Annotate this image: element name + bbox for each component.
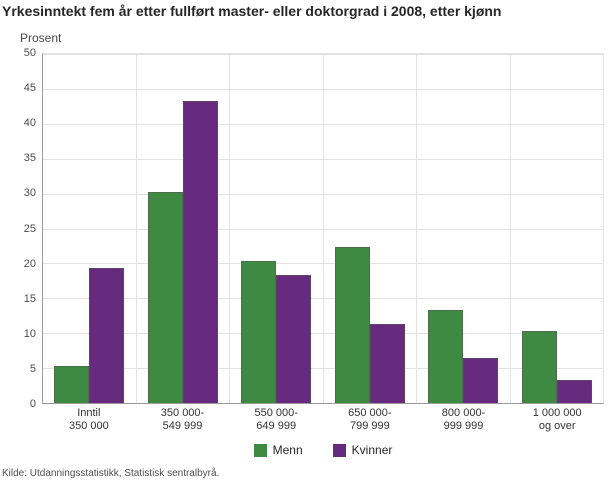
bar-group — [324, 54, 417, 403]
bar-kvinner — [369, 324, 405, 403]
plot-zone: 0 5 10 15 20 25 30 35 40 45 50 — [0, 47, 610, 410]
x-category-label: 550 000- 649 999 — [254, 407, 298, 432]
y-tick-label: 20 — [23, 257, 36, 270]
bar-menn — [334, 247, 370, 403]
bar-menn — [241, 261, 277, 403]
y-tick-label: 10 — [23, 327, 36, 340]
y-tick-label: 0 — [29, 398, 36, 410]
bar-menn — [428, 310, 464, 403]
bar-kvinner — [276, 275, 312, 403]
bar-menn — [54, 366, 90, 403]
y-tick-label: 40 — [23, 117, 36, 130]
x-category-label: 650 000- 799 999 — [348, 407, 392, 432]
bar-kvinner — [463, 358, 499, 403]
bar-menn — [147, 191, 183, 403]
chart-title: Yrkesinntekt fem år etter fullført maste… — [2, 3, 502, 19]
source-note: Kilde: Utdanningsstatistikk, Statistisk … — [2, 468, 220, 479]
legend-label: Menn — [272, 443, 303, 457]
y-tick-label: 45 — [23, 82, 36, 95]
bar-kvinner — [182, 100, 218, 403]
y-tick-label: 25 — [23, 222, 36, 235]
legend-swatch-icon — [332, 443, 346, 457]
bar-group — [230, 54, 324, 403]
y-tick-label: 50 — [23, 47, 36, 59]
y-axis-unit-label: Prosent — [20, 31, 62, 45]
bar-kvinner — [556, 379, 592, 403]
x-category-label: 350 000- 549 999 — [160, 407, 205, 432]
legend-label: Kvinner — [351, 443, 393, 457]
x-category-label: Inntil 350 000 — [68, 407, 109, 432]
bar-groups — [43, 54, 603, 403]
bar-group — [417, 54, 511, 403]
bar-kvinner — [89, 268, 125, 403]
y-tick-label: 30 — [23, 187, 36, 200]
y-tick-label: 15 — [23, 292, 36, 305]
x-category-label: 800 000- 999 999 — [441, 407, 486, 432]
bar-menn — [521, 331, 557, 403]
legend-item-menn: Menn — [253, 443, 303, 457]
x-axis-category-labels: Inntil 350 000 350 000- 549 999 550 000- 649 … — [42, 407, 604, 433]
y-tick-label: 5 — [29, 362, 36, 375]
legend-swatch-icon — [253, 443, 267, 457]
x-category-label: 1 000 000 og over — [532, 407, 582, 432]
plot-area — [42, 53, 604, 404]
y-tick-label: 35 — [23, 152, 36, 165]
legend: Menn Kvinner — [42, 443, 604, 457]
legend-item-kvinner: Kvinner — [332, 443, 393, 457]
bar-group — [511, 54, 604, 403]
bar-group — [43, 54, 137, 403]
bar-group — [137, 54, 230, 403]
